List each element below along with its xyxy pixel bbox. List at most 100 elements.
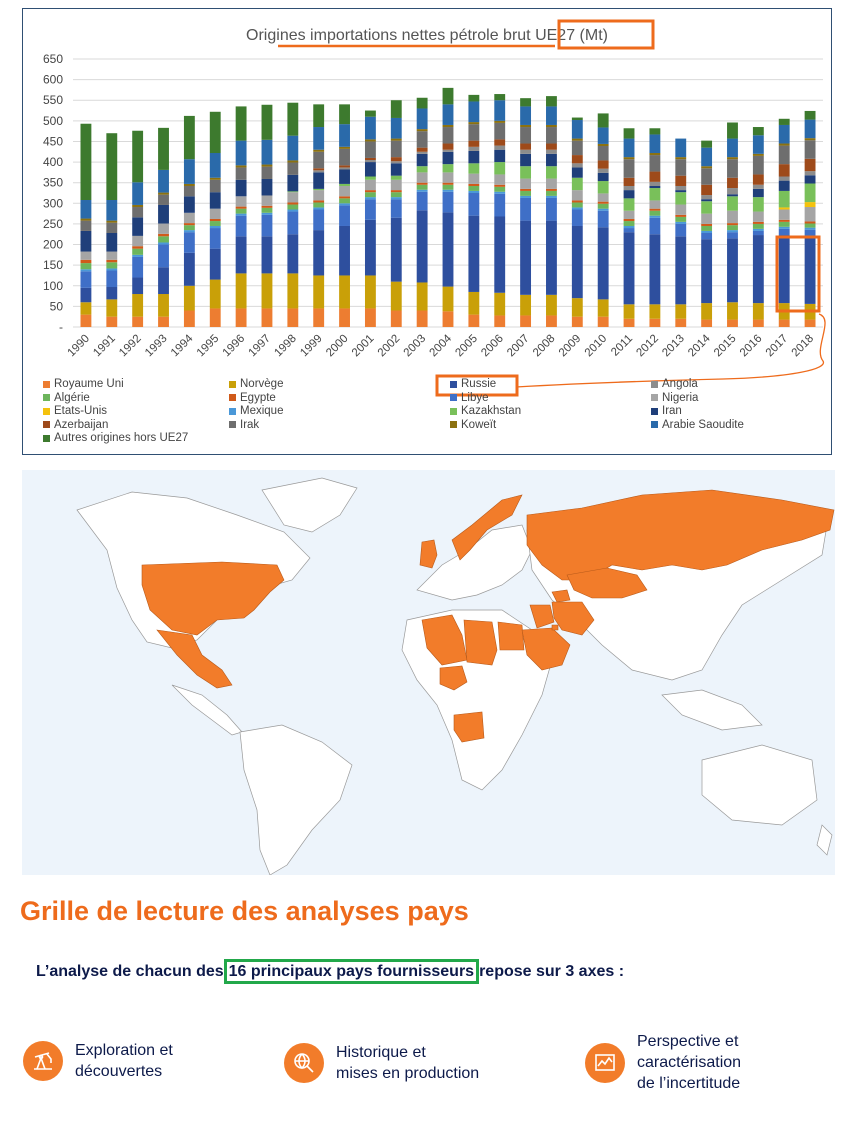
legend-label: Royaume Uni	[54, 378, 124, 390]
legend-swatch	[43, 394, 50, 401]
x-tick-label: 1997	[247, 333, 274, 360]
bar-segment	[778, 319, 790, 327]
bar-segment	[313, 209, 325, 231]
bar-segment	[339, 165, 350, 168]
bar-segment	[416, 129, 428, 132]
axis-label-perspective: Perspective et caractérisation de l’ince…	[637, 1033, 742, 1092]
legend-item: Arabie Saoudite	[651, 419, 744, 431]
bar-segment	[623, 138, 635, 158]
bar-segment	[442, 124, 454, 128]
bar-segment	[804, 140, 816, 159]
bar-segment	[158, 233, 169, 237]
bar-segment	[597, 113, 609, 128]
bar-segment	[546, 195, 557, 198]
legend-item: Irak	[229, 419, 259, 431]
bar-segment	[468, 291, 480, 315]
x-tick-label: 1994	[169, 332, 196, 359]
x-tick-label: 2004	[428, 332, 455, 359]
bar-segment	[804, 183, 816, 203]
bar-segment	[390, 161, 402, 164]
legend-item: Russie	[450, 378, 496, 390]
bar-segment	[416, 282, 428, 311]
bar-segment	[209, 208, 221, 219]
bar-segment	[727, 232, 738, 239]
bar-segment	[804, 158, 816, 172]
bar-segment	[494, 315, 506, 327]
bar-segment	[623, 198, 635, 211]
map-southeast-asia	[661, 689, 763, 731]
bar-segment	[649, 155, 661, 172]
bar-segment	[752, 211, 764, 222]
bar-segment	[701, 184, 713, 196]
legend-label: Autres origines hors UE27	[54, 432, 189, 444]
bar-segment	[132, 254, 144, 257]
x-tick-label: 2006	[479, 333, 506, 360]
bar-segment	[675, 214, 687, 217]
bar-segment	[364, 160, 376, 163]
bar-segment	[209, 153, 221, 178]
legend-item: Egypte	[229, 392, 276, 404]
bar-segment	[571, 298, 583, 317]
x-tick-label: 2008	[531, 333, 558, 360]
bar-segment	[158, 204, 169, 224]
bar-segment	[701, 223, 713, 226]
y-tick-label: 400	[43, 155, 63, 169]
bar-segment	[364, 197, 376, 200]
bar-segment	[597, 160, 609, 169]
bar-segment	[804, 110, 816, 120]
country-uk	[419, 539, 438, 569]
bar-segment	[520, 294, 532, 316]
bar-segment	[235, 167, 247, 180]
bar-segment	[287, 192, 299, 203]
bar-segment	[80, 251, 92, 260]
bar-segment	[468, 215, 480, 292]
legend-swatch	[43, 407, 50, 415]
x-tick-label: 1996	[221, 333, 248, 360]
bar-segment	[701, 147, 713, 167]
bar-segment	[132, 182, 144, 205]
bar-segment	[468, 124, 480, 141]
bar-segment	[727, 230, 738, 233]
bar-segment	[649, 208, 661, 211]
bar-segment	[778, 219, 790, 222]
y-tick-label: 350	[43, 176, 63, 190]
y-tick-label: 50	[50, 299, 64, 313]
x-tick-label: 2016	[738, 333, 765, 360]
bar-segment	[675, 236, 687, 305]
bar-segment	[571, 140, 583, 156]
bar-segment	[597, 201, 609, 204]
bar-segment	[597, 210, 609, 228]
x-tick-label: 1992	[117, 333, 144, 360]
x-tick-label: 1993	[143, 333, 170, 360]
x-tick-label: 2007	[505, 333, 532, 360]
bar-segment	[649, 185, 661, 189]
bar-segment	[106, 270, 118, 288]
bar-segment	[106, 220, 118, 223]
bar-segment	[106, 222, 118, 233]
bar-segment	[416, 108, 428, 130]
legend-label: Arabie Saoudite	[662, 418, 744, 431]
bar-segment	[727, 157, 738, 160]
bar-segment	[390, 190, 402, 193]
x-tick-label: 1999	[298, 333, 325, 360]
bar-segment	[183, 183, 195, 186]
x-tick-label: 2002	[376, 333, 403, 360]
bar-segment	[209, 248, 221, 280]
bar-segment	[364, 157, 376, 161]
bar-segment	[313, 188, 325, 191]
bar-segment	[80, 269, 92, 272]
bar-segment	[623, 210, 635, 219]
bar-segment	[390, 192, 402, 198]
country-egypt	[497, 621, 525, 651]
bar-segment	[546, 143, 557, 150]
map-central-america	[171, 684, 243, 736]
bar-segment	[442, 127, 454, 144]
bar-segment	[261, 207, 273, 213]
bar-segment	[106, 287, 118, 300]
x-tick-label: 2005	[453, 333, 480, 360]
bar-segment	[442, 191, 454, 213]
x-tick-label: 2012	[634, 333, 661, 360]
bar-segment	[804, 138, 816, 141]
bar-segment	[261, 308, 273, 327]
bar-segment	[727, 138, 738, 158]
